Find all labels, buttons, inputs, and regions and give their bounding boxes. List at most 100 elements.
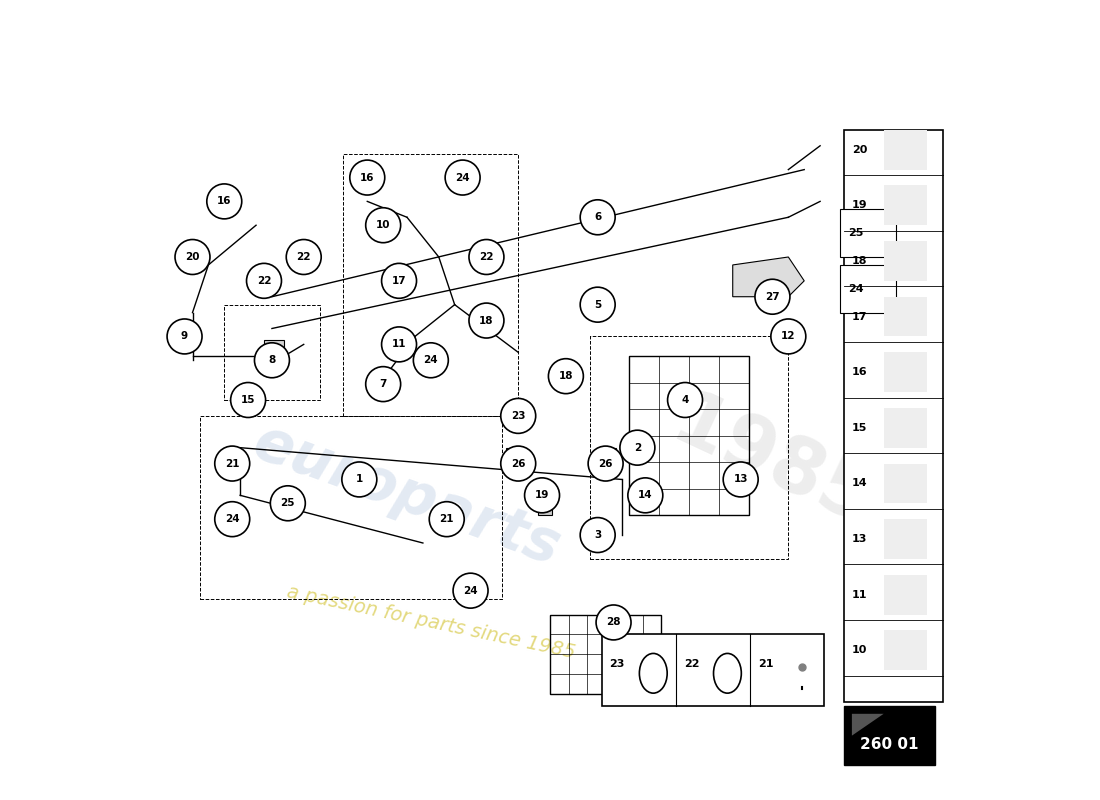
Text: 18: 18 — [480, 315, 494, 326]
Circle shape — [286, 239, 321, 274]
Text: 16: 16 — [360, 173, 374, 182]
Text: 28: 28 — [606, 618, 620, 627]
Text: 9: 9 — [182, 331, 188, 342]
Text: 20: 20 — [851, 145, 867, 154]
Bar — [590, 337, 789, 559]
Text: 24: 24 — [848, 284, 864, 294]
Text: 8: 8 — [268, 355, 276, 366]
Bar — [883, 574, 927, 614]
Text: 27: 27 — [766, 292, 780, 302]
Text: 22: 22 — [684, 658, 700, 669]
Polygon shape — [851, 714, 883, 736]
Circle shape — [525, 478, 560, 513]
Circle shape — [446, 160, 480, 195]
Text: 6: 6 — [594, 212, 602, 222]
Circle shape — [755, 279, 790, 314]
Text: 10: 10 — [376, 220, 390, 230]
Text: 25: 25 — [848, 228, 864, 238]
Bar — [883, 130, 927, 170]
Text: 22: 22 — [480, 252, 494, 262]
Text: 2: 2 — [634, 442, 641, 453]
Bar — [200, 416, 503, 598]
Bar — [883, 297, 927, 337]
Polygon shape — [733, 257, 804, 297]
Circle shape — [628, 478, 663, 513]
Text: 260 01: 260 01 — [860, 737, 918, 752]
Bar — [506, 448, 520, 467]
Text: 13: 13 — [851, 534, 867, 544]
Text: 22: 22 — [256, 276, 272, 286]
Circle shape — [469, 239, 504, 274]
Circle shape — [771, 319, 806, 354]
Text: 24: 24 — [463, 586, 477, 596]
Text: 16: 16 — [217, 196, 231, 206]
Bar — [840, 265, 895, 313]
Circle shape — [580, 200, 615, 234]
Bar — [883, 408, 927, 448]
Text: a passion for parts since 1985: a passion for parts since 1985 — [285, 582, 576, 662]
Circle shape — [469, 303, 504, 338]
Circle shape — [214, 502, 250, 537]
Text: 11: 11 — [392, 339, 406, 350]
Circle shape — [500, 446, 536, 481]
Text: 24: 24 — [424, 355, 438, 366]
Bar — [844, 130, 944, 702]
Text: 14: 14 — [851, 478, 868, 489]
Text: 4: 4 — [681, 395, 689, 405]
Bar — [343, 154, 518, 416]
Bar — [538, 491, 552, 515]
Circle shape — [414, 342, 449, 378]
Circle shape — [580, 518, 615, 553]
Circle shape — [342, 462, 377, 497]
Text: 18: 18 — [559, 371, 573, 381]
Bar — [883, 241, 927, 281]
Text: 7: 7 — [379, 379, 387, 389]
Text: 11: 11 — [851, 590, 868, 600]
Circle shape — [596, 605, 631, 640]
Text: 10: 10 — [851, 646, 867, 655]
Text: 15: 15 — [851, 423, 867, 433]
Bar — [883, 186, 927, 226]
Circle shape — [231, 382, 265, 418]
Bar — [844, 706, 935, 766]
Text: 21: 21 — [758, 658, 773, 669]
Bar — [840, 210, 895, 257]
Text: 15: 15 — [241, 395, 255, 405]
Text: 20: 20 — [185, 252, 200, 262]
Text: 1985: 1985 — [660, 385, 884, 542]
Text: 14: 14 — [638, 490, 652, 500]
Circle shape — [175, 239, 210, 274]
Bar — [224, 305, 320, 400]
Text: 21: 21 — [226, 458, 240, 469]
Text: 26: 26 — [512, 458, 526, 469]
Text: 13: 13 — [734, 474, 748, 485]
Bar — [883, 630, 927, 670]
Circle shape — [668, 382, 703, 418]
Text: 23: 23 — [609, 658, 625, 669]
Circle shape — [588, 446, 623, 481]
Text: 19: 19 — [535, 490, 549, 500]
Bar — [602, 634, 824, 706]
Circle shape — [365, 366, 400, 402]
Text: europarts: europarts — [245, 414, 569, 578]
Circle shape — [500, 398, 536, 434]
Text: 17: 17 — [851, 311, 868, 322]
Text: 24: 24 — [224, 514, 240, 524]
Text: 16: 16 — [851, 367, 868, 377]
Text: 12: 12 — [781, 331, 795, 342]
Circle shape — [723, 462, 758, 497]
Text: 17: 17 — [392, 276, 406, 286]
Bar — [550, 614, 661, 694]
Text: 1: 1 — [355, 474, 363, 485]
Text: 3: 3 — [594, 530, 602, 540]
Text: 21: 21 — [440, 514, 454, 524]
Circle shape — [254, 342, 289, 378]
Circle shape — [271, 486, 306, 521]
Circle shape — [453, 573, 488, 608]
Bar — [602, 448, 616, 467]
Text: 23: 23 — [512, 411, 526, 421]
Bar — [883, 352, 927, 392]
Text: 22: 22 — [297, 252, 311, 262]
Text: 26: 26 — [598, 458, 613, 469]
Text: 18: 18 — [851, 256, 868, 266]
